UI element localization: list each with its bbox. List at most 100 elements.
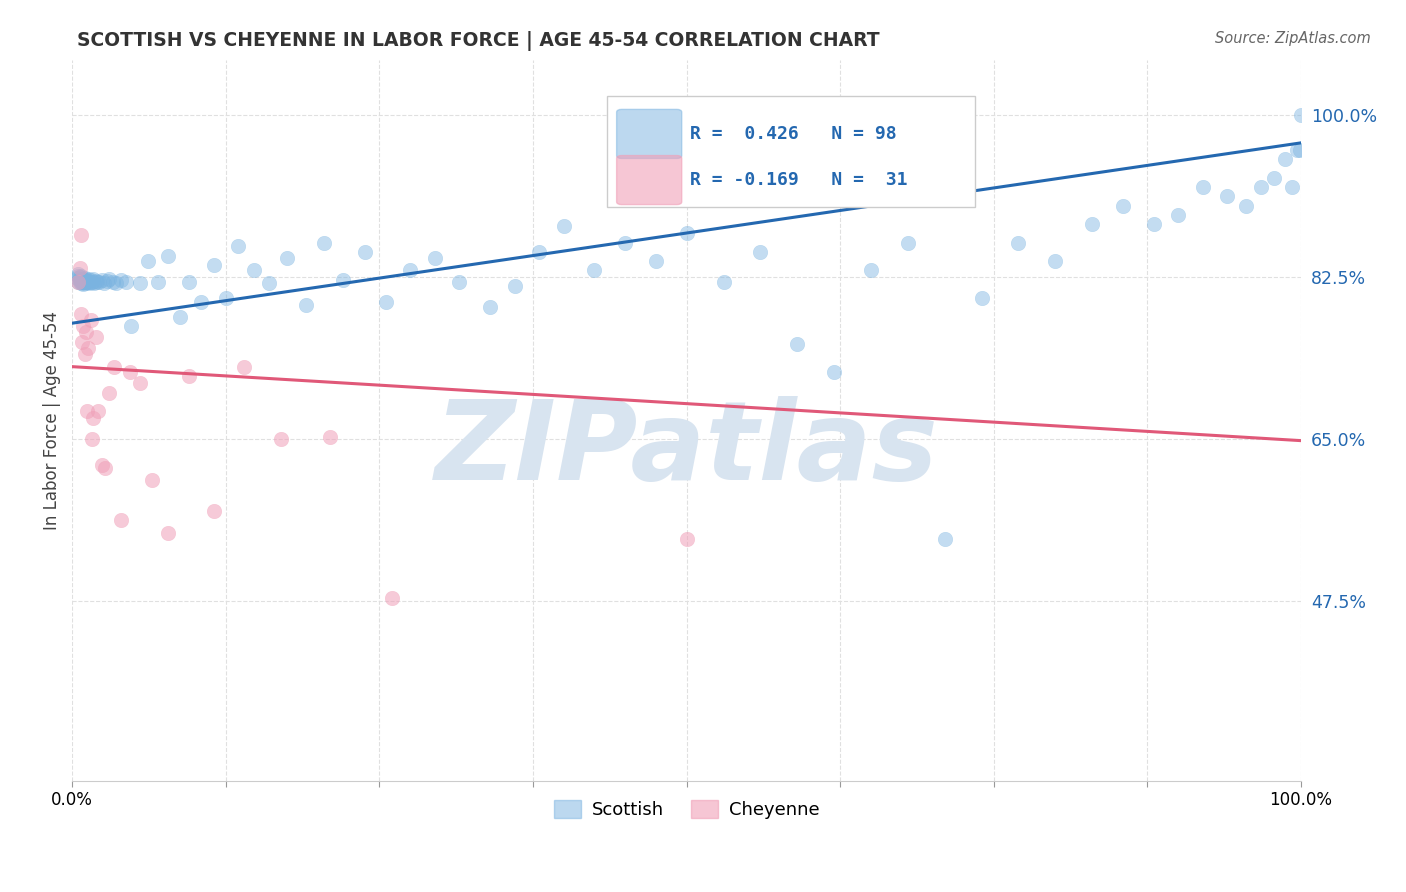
Point	[110, 273, 132, 287]
Point	[115, 275, 138, 289]
Point	[84, 274, 107, 288]
Point	[96, 274, 118, 288]
Point	[294, 298, 316, 312]
Point	[1045, 254, 1067, 268]
Point	[98, 385, 121, 400]
Point	[80, 275, 103, 289]
Point	[1007, 235, 1029, 250]
Point	[73, 277, 96, 291]
Point	[80, 276, 103, 290]
Point	[73, 271, 96, 285]
Point	[66, 271, 89, 285]
Point	[83, 277, 105, 291]
Point	[1191, 180, 1213, 194]
Point	[1274, 153, 1296, 167]
Point	[76, 276, 98, 290]
Text: SCOTTISH VS CHEYENNE IN LABOR FORCE | AGE 45-54 CORRELATION CHART: SCOTTISH VS CHEYENNE IN LABOR FORCE | AG…	[77, 31, 880, 51]
Point	[94, 461, 117, 475]
Point	[82, 272, 104, 286]
Point	[503, 279, 526, 293]
Point	[128, 376, 150, 391]
Point	[157, 526, 180, 541]
Point	[1167, 208, 1189, 222]
Point	[1250, 180, 1272, 194]
Point	[73, 347, 96, 361]
Point	[675, 227, 697, 241]
Point	[479, 301, 502, 315]
Point	[202, 504, 225, 518]
Point	[1286, 143, 1309, 157]
Point	[70, 334, 93, 349]
Point	[79, 277, 101, 291]
Point	[1289, 143, 1312, 157]
FancyBboxPatch shape	[607, 95, 976, 208]
Point	[713, 275, 735, 289]
Point	[314, 235, 336, 250]
Point	[270, 432, 292, 446]
Point	[120, 318, 142, 333]
Point	[449, 275, 471, 289]
Point	[69, 228, 91, 243]
Point	[73, 275, 96, 289]
Point	[75, 326, 97, 340]
Point	[75, 275, 97, 289]
Point	[77, 272, 100, 286]
Point	[374, 294, 396, 309]
Point	[749, 244, 772, 259]
Point	[98, 272, 121, 286]
Point	[202, 258, 225, 272]
Point	[110, 513, 132, 527]
Point	[76, 274, 98, 288]
Point	[823, 365, 845, 379]
Point	[786, 337, 808, 351]
Point	[90, 273, 112, 287]
Point	[970, 291, 993, 305]
Point	[859, 263, 882, 277]
Point	[614, 235, 637, 250]
Point	[101, 275, 124, 289]
Point	[87, 404, 110, 418]
Point	[141, 474, 163, 488]
Point	[897, 235, 920, 250]
Point	[79, 313, 101, 327]
Point	[77, 275, 100, 289]
Point	[169, 310, 191, 324]
Point	[423, 252, 446, 266]
Point	[319, 430, 342, 444]
Point	[70, 276, 93, 290]
Point	[1289, 108, 1312, 122]
Point	[67, 268, 90, 283]
Point	[79, 273, 101, 287]
Point	[399, 263, 422, 277]
FancyBboxPatch shape	[617, 155, 682, 204]
Point	[69, 277, 91, 291]
Point	[72, 272, 94, 286]
Text: R = -0.169   N =  31: R = -0.169 N = 31	[690, 171, 908, 189]
Point	[69, 260, 91, 275]
Point	[1216, 189, 1239, 203]
Point	[1234, 199, 1257, 213]
Point	[934, 532, 956, 546]
Point	[157, 249, 180, 263]
Point	[67, 267, 90, 281]
Point	[69, 274, 91, 288]
Point	[118, 365, 141, 379]
Point	[353, 244, 375, 259]
Point	[86, 275, 108, 289]
Point	[69, 273, 91, 287]
Point	[1112, 199, 1135, 213]
Point	[177, 368, 200, 383]
Point	[84, 330, 107, 344]
Point	[276, 252, 298, 266]
Point	[93, 277, 115, 291]
Point	[67, 275, 90, 289]
Y-axis label: In Labor Force | Age 45-54: In Labor Force | Age 45-54	[44, 310, 60, 530]
Legend: Scottish, Cheyenne: Scottish, Cheyenne	[547, 792, 827, 826]
Text: Source: ZipAtlas.com: Source: ZipAtlas.com	[1215, 31, 1371, 46]
Point	[553, 219, 575, 233]
Point	[76, 404, 98, 418]
Text: R =  0.426   N = 98: R = 0.426 N = 98	[690, 125, 897, 143]
FancyBboxPatch shape	[617, 110, 682, 159]
Point	[69, 272, 91, 286]
Point	[90, 458, 112, 472]
